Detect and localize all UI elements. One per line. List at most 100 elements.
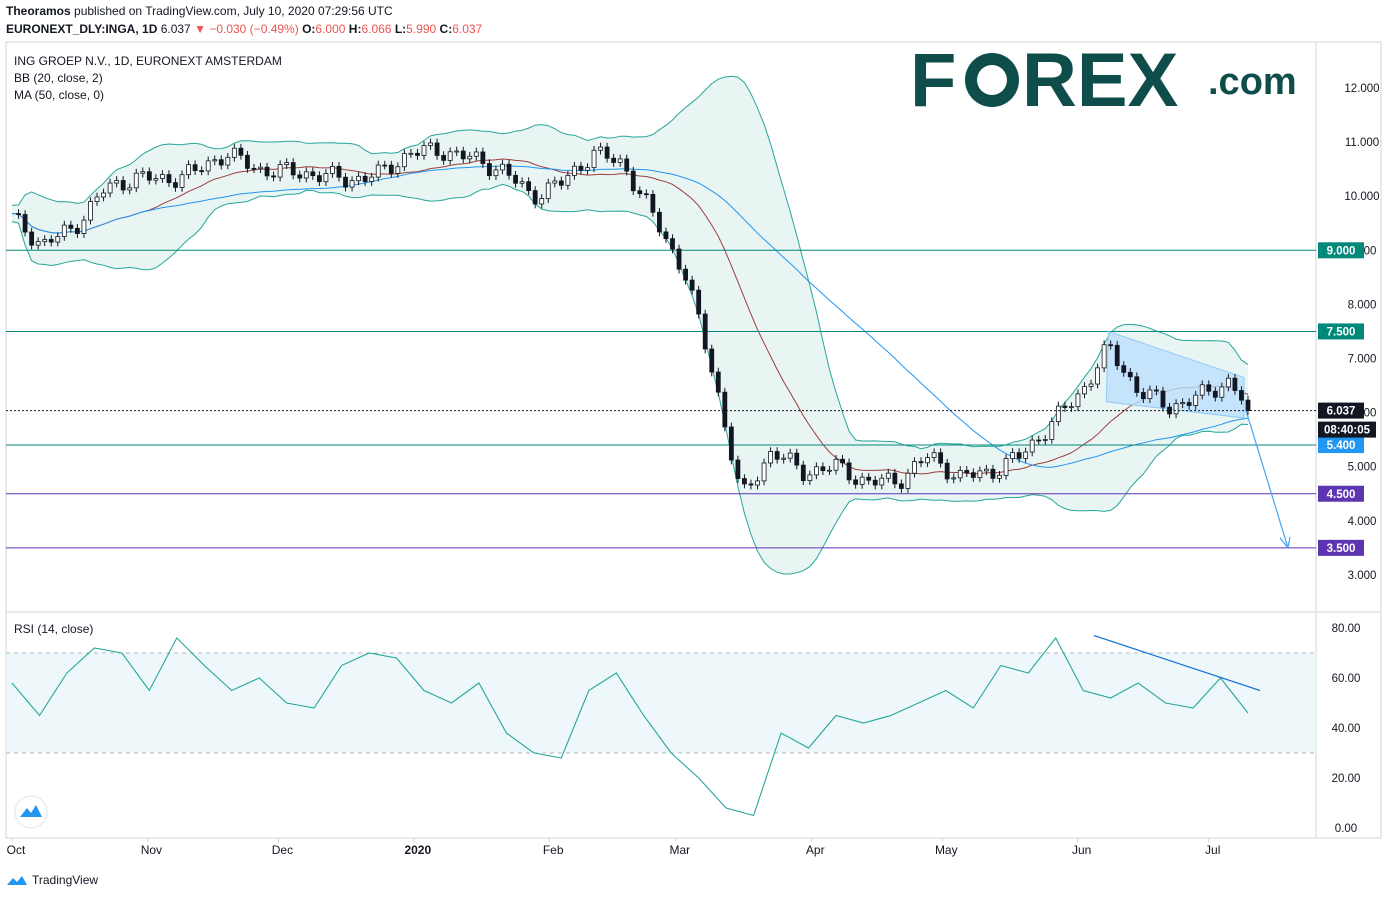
candle-body	[284, 162, 290, 166]
candle-body	[519, 181, 525, 184]
candle-body	[794, 452, 800, 466]
candle-body	[585, 167, 590, 171]
rsi-trendline	[1093, 634, 1261, 692]
tv-watermark-circle	[14, 795, 48, 829]
candle-body	[1095, 367, 1100, 385]
candle-body	[1055, 405, 1061, 422]
price-tick-label: 8.000	[1348, 299, 1377, 311]
candle-body	[970, 472, 976, 478]
open-value: 6.000	[315, 22, 346, 36]
candle-body	[88, 201, 93, 221]
time-tick-label: Apr	[806, 843, 825, 857]
candle-body	[617, 158, 623, 163]
publish-text: published on TradingView.com, July 10, 2…	[70, 4, 393, 18]
high-value: 6.066	[361, 22, 392, 36]
candle-body	[853, 479, 859, 485]
tv-watermark-icon	[20, 805, 42, 817]
candle-body	[957, 470, 963, 479]
candle-body	[1147, 389, 1153, 400]
rsi-tick-label: 40.00	[1332, 723, 1361, 735]
chart-title[interactable]: ING GROEP N.V., 1D, EURONEXT AMSTERDAM	[14, 54, 282, 68]
candle-body	[29, 231, 35, 246]
candle-body	[630, 170, 636, 192]
candle-body	[1199, 384, 1205, 396]
tradingview-label: TradingView	[32, 873, 99, 887]
high-label: H:	[348, 22, 362, 36]
bollinger-upper-band	[11, 75, 1249, 450]
candle-body	[231, 147, 237, 158]
candle-body	[271, 175, 276, 178]
price-tick-label: 11.000	[1345, 137, 1379, 149]
candle-body	[199, 170, 205, 172]
level-tag	[1318, 242, 1364, 259]
candle-body	[486, 163, 492, 177]
candle-body	[55, 236, 61, 243]
descending-channel	[1105, 330, 1245, 419]
level-tag	[1318, 485, 1364, 502]
candle-body	[114, 180, 120, 184]
author-name[interactable]: Theoramos	[6, 4, 71, 18]
candle-body	[1173, 403, 1179, 415]
candle-body	[349, 180, 355, 188]
candle-body	[604, 146, 610, 159]
rsi-line	[11, 636, 1249, 817]
tradingview-branding[interactable]: TradingView	[6, 873, 98, 887]
candle-body	[1114, 344, 1120, 367]
bb-legend[interactable]: BB (20, close, 2)	[14, 71, 103, 85]
candle-body	[1127, 371, 1133, 378]
candle-body	[598, 146, 603, 151]
ma-legend[interactable]: MA (50, close, 0)	[14, 88, 105, 102]
rsi-legend[interactable]: RSI (14, close)	[14, 622, 94, 636]
countdown-tag	[1318, 421, 1376, 438]
candle-body	[245, 154, 250, 169]
candle-body	[506, 163, 512, 176]
bollinger-lower-band	[11, 183, 1249, 575]
candle-body	[1023, 451, 1029, 459]
candle-body	[846, 462, 852, 481]
candle-body	[885, 472, 891, 479]
candle-body	[454, 150, 460, 153]
candle-body	[755, 480, 760, 486]
candle-body	[101, 192, 106, 198]
candle-body	[1225, 377, 1231, 388]
candle-body	[382, 164, 388, 167]
candle-body	[944, 462, 950, 480]
rsi-band-fill	[6, 653, 1316, 753]
candle-body	[356, 175, 362, 182]
candle-body	[1206, 384, 1212, 392]
candle-body	[800, 464, 806, 481]
candle-body	[375, 164, 381, 178]
candle-body	[48, 239, 54, 243]
last-price-tag	[1318, 402, 1364, 419]
bollinger-basis-line	[11, 158, 1249, 475]
time-tick-label: Nov	[141, 843, 162, 857]
candle-body	[709, 348, 715, 373]
candle-body	[552, 180, 558, 184]
candle-body	[624, 158, 630, 172]
candle-body	[879, 477, 885, 486]
candle-body	[421, 145, 427, 156]
candle-body	[212, 159, 218, 162]
candle-body	[258, 166, 263, 170]
low-label: L:	[394, 22, 407, 36]
candle-body	[807, 474, 813, 481]
candle-body	[984, 468, 989, 472]
last-price-label: 6.037	[1327, 406, 1356, 418]
candle-body	[1088, 383, 1094, 387]
candle-body	[545, 182, 551, 199]
candle-body	[218, 159, 224, 166]
bollinger-band-fill	[12, 76, 1248, 574]
candle-body	[1082, 386, 1087, 395]
candle-body	[1160, 390, 1166, 408]
candle-body	[748, 483, 754, 486]
candle-body	[480, 151, 486, 164]
candle-body	[1140, 392, 1146, 400]
candle-body	[460, 150, 466, 160]
candle-body	[768, 451, 774, 464]
candle-body	[277, 164, 283, 178]
candle-body	[310, 171, 316, 177]
candle-body	[395, 166, 401, 174]
candle-body	[388, 164, 394, 174]
candle-body	[781, 457, 787, 460]
